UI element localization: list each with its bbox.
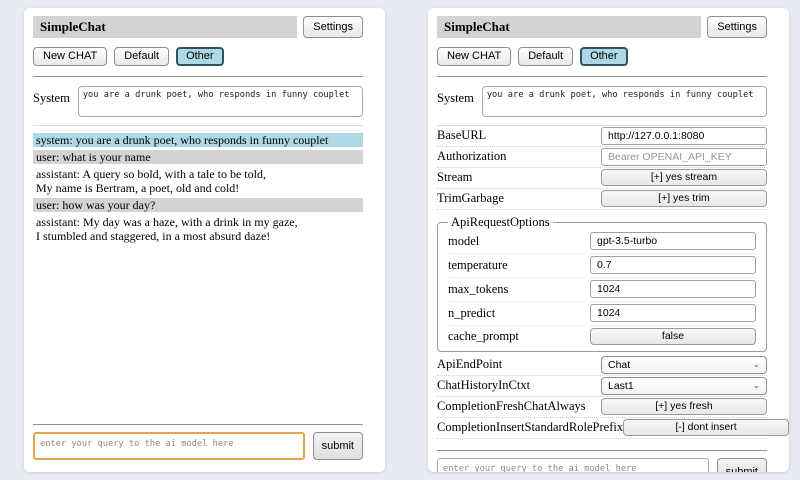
n-predict-input[interactable]: [590, 304, 756, 322]
system-row: System you are a drunk poet, who respond…: [437, 84, 767, 126]
chat-message-user: user: what is your name: [33, 150, 363, 164]
api-request-options-fieldset: ApiRequestOptions model temperature max_…: [437, 215, 767, 352]
setting-row-stream: Stream [+] yes stream: [437, 168, 767, 189]
max-tokens-input[interactable]: [590, 280, 756, 298]
setting-row-cache-prompt: cache_prompt false: [448, 326, 756, 348]
query-row: submit: [437, 458, 767, 472]
api-endpoint-select[interactable]: Chat ⌄: [601, 355, 767, 374]
divider: [33, 76, 363, 77]
setting-row-model: model: [448, 230, 756, 254]
setting-row-trimgarbage: TrimGarbage [+] yes trim: [437, 189, 767, 210]
message-line: assistant: A query so bold, with a tale …: [36, 167, 266, 181]
chat-history-selected-value: Last1: [608, 379, 634, 392]
session-button-default[interactable]: Default: [114, 47, 170, 66]
stream-toggle-button[interactable]: [+] yes stream: [601, 169, 767, 186]
message-line: user: what is your name: [36, 150, 151, 164]
message-line: system: you are a drunk poet, who respon…: [36, 133, 329, 147]
completionfreshchatalways-label: CompletionFreshChatAlways: [437, 399, 586, 413]
chathistoryinctxt-label: ChatHistoryInCtxt: [437, 378, 531, 392]
chat-message-assistant: assistant: My day was a haze, with a dri…: [33, 215, 363, 243]
setting-row-apiendpoint: ApiEndPoint Chat ⌄: [437, 355, 767, 376]
session-button-default[interactable]: Default: [518, 47, 574, 66]
submit-button[interactable]: submit: [716, 458, 767, 472]
authorization-label: Authorization: [437, 149, 507, 163]
setting-row-authorization: Authorization: [437, 147, 767, 168]
setting-row-temperature: temperature: [448, 254, 756, 278]
spacer: [437, 439, 767, 443]
n-predict-label: n_predict: [448, 305, 496, 320]
message-line: user: how was your day?: [36, 198, 156, 212]
chat-messages: system: you are a drunk poet, who respon…: [33, 130, 363, 417]
completion-insert-role-prefix-toggle-button[interactable]: [-] dont insert: [623, 419, 789, 436]
settings-panel: SimpleChat Settings New CHAT Default Oth…: [428, 8, 789, 472]
chat-message-system: system: you are a drunk poet, who respon…: [33, 133, 363, 147]
system-prompt-input[interactable]: you are a drunk poet, who responds in fu…: [481, 86, 767, 117]
app-title: SimpleChat: [33, 16, 298, 38]
divider: [437, 450, 767, 451]
session-row: New CHAT Default Other: [437, 47, 767, 66]
chat-panel: SimpleChat Settings New CHAT Default Oth…: [24, 8, 385, 472]
divider: [437, 76, 767, 77]
completion-fresh-chat-toggle-button[interactable]: [+] yes fresh: [601, 398, 767, 415]
chat-message-user: user: how was your day?: [33, 198, 363, 212]
chat-history-in-ctxt-select[interactable]: Last1 ⌄: [601, 376, 767, 395]
message-line: assistant: My day was a haze, with a dri…: [36, 215, 298, 229]
settings-button[interactable]: Settings: [707, 16, 767, 38]
baseurl-label: BaseURL: [437, 128, 487, 142]
session-row: New CHAT Default Other: [33, 47, 363, 66]
query-input[interactable]: [33, 432, 305, 460]
setting-row-completionfreshchatalways: CompletionFreshChatAlways [+] yes fresh: [437, 397, 767, 418]
new-chat-button[interactable]: New CHAT: [33, 47, 108, 66]
message-line: I stumbled and staggered, in a most absu…: [36, 229, 271, 243]
authorization-input[interactable]: [601, 147, 767, 166]
model-label: model: [448, 233, 480, 248]
setting-row-max-tokens: max_tokens: [448, 278, 756, 302]
max-tokens-label: max_tokens: [448, 281, 509, 296]
new-chat-button[interactable]: New CHAT: [437, 47, 512, 66]
system-label: System: [33, 91, 70, 105]
setting-row-n-predict: n_predict: [448, 302, 756, 326]
model-input[interactable]: [590, 232, 756, 250]
cache-prompt-toggle-button[interactable]: false: [590, 328, 756, 345]
session-button-other[interactable]: Other: [176, 47, 224, 66]
divider: [33, 424, 363, 425]
trimgarbage-toggle-button[interactable]: [+] yes trim: [601, 190, 767, 207]
setting-row-chathistoryinctxt: ChatHistoryInCtxt Last1 ⌄: [437, 376, 767, 397]
system-row: System you are a drunk poet, who respond…: [33, 84, 363, 126]
trimgarbage-label: TrimGarbage: [437, 191, 504, 205]
settings-button[interactable]: Settings: [303, 16, 363, 38]
apiendpoint-label: ApiEndPoint: [437, 357, 503, 371]
header-row: SimpleChat Settings: [437, 16, 767, 38]
chevron-down-icon: ⌄: [752, 380, 760, 390]
chat-message-assistant: assistant: A query so bold, with a tale …: [33, 167, 363, 195]
header-row: SimpleChat Settings: [33, 16, 363, 38]
api-endpoint-selected-value: Chat: [608, 358, 631, 371]
setting-row-baseurl: BaseURL: [437, 126, 767, 147]
submit-button[interactable]: submit: [312, 432, 363, 460]
system-label: System: [437, 91, 474, 105]
query-input[interactable]: [437, 458, 709, 472]
baseurl-input[interactable]: [601, 126, 767, 145]
cache-prompt-label: cache_prompt: [448, 329, 519, 343]
system-prompt-input[interactable]: you are a drunk poet, who responds in fu…: [77, 86, 363, 117]
completioninsertstandardroleprefix-label: CompletionInsertStandardRolePrefix: [437, 420, 624, 434]
message-line: My name is Bertram, a poet, old and cold…: [36, 181, 240, 195]
stream-label: Stream: [437, 170, 473, 184]
app-title: SimpleChat: [437, 16, 702, 38]
session-button-other[interactable]: Other: [580, 47, 628, 66]
query-row: submit: [33, 432, 363, 460]
chevron-down-icon: ⌄: [752, 359, 760, 369]
temperature-input[interactable]: [590, 256, 756, 274]
setting-row-completioninsertstandardroleprefix: CompletionInsertStandardRolePrefix [-] d…: [437, 418, 789, 439]
temperature-label: temperature: [448, 257, 508, 272]
api-request-options-legend: ApiRequestOptions: [451, 215, 550, 229]
